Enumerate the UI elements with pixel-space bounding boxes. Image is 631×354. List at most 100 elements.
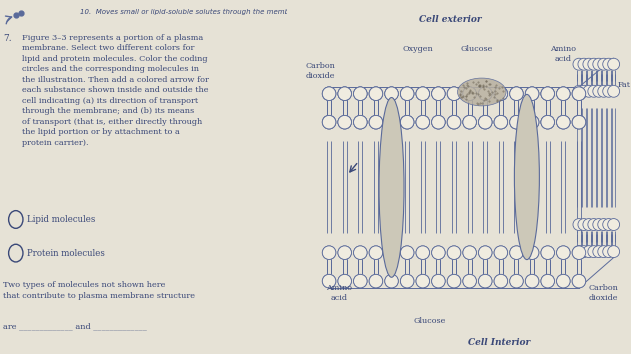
- Circle shape: [385, 274, 398, 288]
- Text: Amino
acid: Amino acid: [550, 45, 576, 63]
- Circle shape: [416, 115, 430, 129]
- Ellipse shape: [379, 97, 404, 277]
- Circle shape: [526, 274, 539, 288]
- Circle shape: [385, 115, 398, 129]
- Circle shape: [526, 87, 539, 101]
- Circle shape: [510, 246, 523, 259]
- Circle shape: [416, 274, 430, 288]
- Circle shape: [541, 246, 555, 259]
- Circle shape: [432, 274, 445, 288]
- Circle shape: [369, 87, 382, 101]
- Circle shape: [447, 115, 461, 129]
- Circle shape: [432, 87, 445, 101]
- Circle shape: [322, 246, 336, 259]
- Circle shape: [338, 87, 351, 101]
- Circle shape: [385, 87, 398, 101]
- Circle shape: [603, 246, 615, 258]
- Circle shape: [526, 246, 539, 259]
- Circle shape: [608, 58, 620, 70]
- Circle shape: [494, 87, 507, 101]
- Circle shape: [353, 87, 367, 101]
- Circle shape: [447, 274, 461, 288]
- Circle shape: [494, 246, 507, 259]
- Circle shape: [598, 85, 610, 97]
- Circle shape: [608, 246, 620, 258]
- Circle shape: [557, 87, 570, 101]
- Circle shape: [557, 115, 570, 129]
- Circle shape: [478, 87, 492, 101]
- Circle shape: [353, 115, 367, 129]
- Circle shape: [598, 218, 610, 230]
- Circle shape: [526, 115, 539, 129]
- Circle shape: [369, 115, 382, 129]
- Circle shape: [369, 246, 382, 259]
- Circle shape: [572, 274, 586, 288]
- Circle shape: [353, 87, 367, 101]
- Circle shape: [557, 246, 570, 259]
- Circle shape: [463, 274, 476, 288]
- Circle shape: [494, 115, 507, 129]
- Circle shape: [572, 115, 586, 129]
- Circle shape: [573, 85, 585, 97]
- Circle shape: [572, 246, 586, 259]
- Circle shape: [478, 87, 492, 101]
- Circle shape: [572, 87, 586, 101]
- Text: Cell exterior: Cell exterior: [419, 15, 482, 24]
- Circle shape: [369, 115, 382, 129]
- Circle shape: [432, 274, 445, 288]
- Circle shape: [608, 85, 620, 97]
- Circle shape: [598, 58, 610, 70]
- Circle shape: [401, 246, 414, 259]
- Circle shape: [526, 87, 539, 101]
- Circle shape: [583, 246, 595, 258]
- Text: Protein molecules: Protein molecules: [27, 249, 105, 258]
- Circle shape: [416, 246, 430, 259]
- Circle shape: [401, 246, 414, 259]
- Circle shape: [572, 87, 586, 101]
- Circle shape: [541, 115, 555, 129]
- Circle shape: [541, 274, 555, 288]
- Circle shape: [588, 218, 600, 230]
- Circle shape: [578, 246, 590, 258]
- Circle shape: [526, 115, 539, 129]
- Circle shape: [447, 115, 461, 129]
- Circle shape: [416, 246, 430, 259]
- Circle shape: [572, 246, 586, 259]
- Circle shape: [583, 58, 595, 70]
- Circle shape: [598, 246, 610, 258]
- Circle shape: [557, 274, 570, 288]
- Circle shape: [478, 246, 492, 259]
- Circle shape: [322, 115, 336, 129]
- Circle shape: [494, 274, 507, 288]
- Circle shape: [510, 115, 523, 129]
- Circle shape: [432, 87, 445, 101]
- Circle shape: [385, 115, 398, 129]
- Circle shape: [573, 218, 585, 230]
- Circle shape: [385, 87, 398, 101]
- Circle shape: [322, 115, 336, 129]
- Circle shape: [401, 274, 414, 288]
- Circle shape: [463, 115, 476, 129]
- Circle shape: [463, 246, 476, 259]
- Circle shape: [510, 274, 523, 288]
- Circle shape: [432, 246, 445, 259]
- Text: 10.  Moves small or lipid-soluble solutes through the membrane: 10. Moves small or lipid-soluble solutes…: [80, 9, 305, 15]
- Circle shape: [593, 58, 604, 70]
- Circle shape: [510, 115, 523, 129]
- Circle shape: [385, 115, 398, 129]
- Circle shape: [463, 274, 476, 288]
- Circle shape: [338, 87, 351, 101]
- Circle shape: [401, 87, 414, 101]
- Circle shape: [322, 115, 336, 129]
- Circle shape: [588, 58, 600, 70]
- Text: are _____________ and _____________: are _____________ and _____________: [3, 322, 147, 330]
- Circle shape: [416, 87, 430, 101]
- Circle shape: [603, 58, 615, 70]
- Circle shape: [588, 246, 600, 258]
- Circle shape: [526, 87, 539, 101]
- Circle shape: [494, 87, 507, 101]
- Circle shape: [583, 218, 595, 230]
- Circle shape: [478, 87, 492, 101]
- Circle shape: [557, 87, 570, 101]
- Circle shape: [572, 115, 586, 129]
